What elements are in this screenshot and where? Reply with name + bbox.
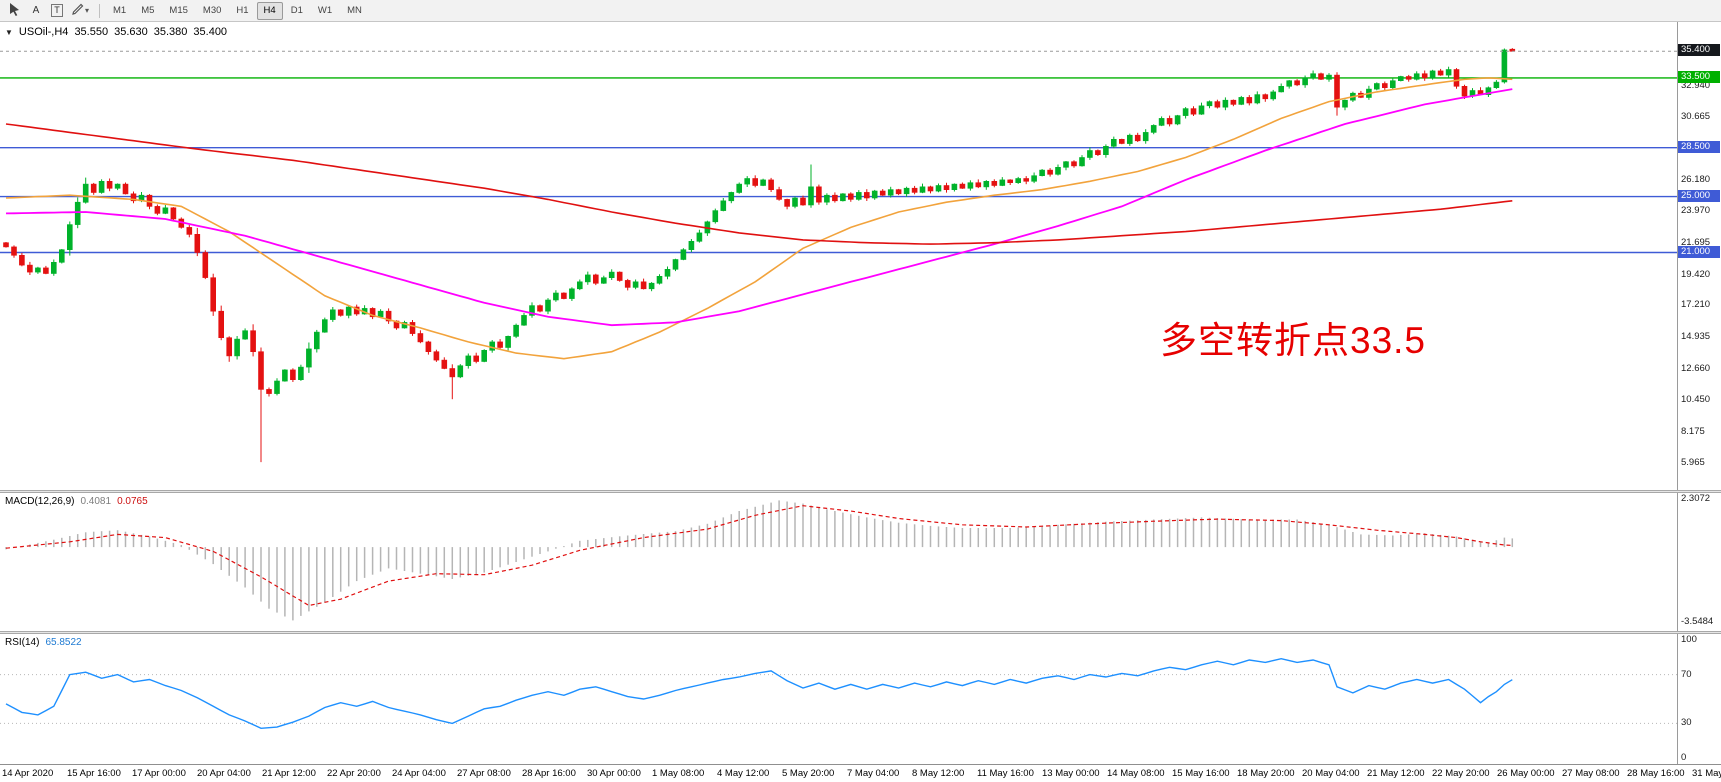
time-axis-label: 7 May 04:00 [847,768,900,779]
time-axis-label: 20 Apr 04:00 [197,768,251,779]
price-badge: 25.000 [1678,190,1720,202]
rsi-scale-label: 100 [1681,634,1697,645]
draw-tools-dropdown[interactable]: ▾ [68,2,93,20]
pointer-icon [8,2,21,19]
quote-high: 35.630 [114,26,148,38]
time-axis-label: 28 Apr 16:00 [522,768,576,779]
macd-chart-canvas[interactable] [0,493,1677,631]
text-t-icon: T [51,4,63,17]
chart-annotation-text: 多空转折点33.5 [1160,320,1427,361]
panel-splitter[interactable] [0,631,1721,634]
price-tick-label: 14.935 [1681,331,1711,342]
timeframe-button-d1[interactable]: D1 [284,2,310,20]
timeframe-button-w1[interactable]: W1 [311,2,339,20]
price-tick-label: 8.175 [1681,426,1705,437]
timeframe-button-h1[interactable]: H1 [229,2,255,20]
rsi-scale-label: 70 [1681,669,1692,680]
rsi-label: RSI(14) 65.8522 [5,637,82,648]
timeframe-button-h4[interactable]: H4 [256,1,283,20]
chart-header: ▼ USOil-,H4 35.550 35.630 35.380 35.400 [5,26,227,38]
panel-splitter[interactable] [0,490,1721,493]
price-tick-label: 26.180 [1681,174,1711,185]
time-axis-label: 13 May 00:00 [1042,768,1100,779]
macd-scale[interactable]: 2.3072 -3.5484 [1677,493,1721,631]
price-badge: 28.500 [1678,141,1720,153]
time-axis-label: 27 May 08:00 [1562,768,1620,779]
price-tick-label: 23.970 [1681,205,1711,216]
text-label-tool-button[interactable]: T [47,2,67,20]
time-axis-label: 26 May 00:00 [1497,768,1555,779]
time-axis-label: 17 Apr 00:00 [132,768,186,779]
time-axis-label: 4 May 12:00 [717,768,770,779]
macd-panel: 2.3072 -3.5484 MACD(12,26,9) 0.4081 0.076… [0,493,1721,631]
time-axis-label: 30 Apr 00:00 [587,768,641,779]
main-price-scale[interactable]: 32.940 30.665 26.180 23.970 21.695 19.420 17.2… [1677,22,1721,490]
macd-signal-value: 0.0765 [117,496,148,507]
price-tick-label: 12.660 [1681,363,1711,374]
time-axis-label: 15 Apr 16:00 [67,768,121,779]
toolbar-separator [99,3,101,18]
rsi-scale-label: 0 [1681,752,1687,763]
main-chart-canvas[interactable] [0,22,1677,490]
macd-scale-label: 2.3072 [1681,493,1711,504]
price-tick-label: 5.965 [1681,457,1705,468]
toolbar: A T ▾ M1 M5 M15 M30 H1 H4 D1 W1 MN [0,0,1721,22]
chevron-down-icon: ▾ [85,6,90,15]
price-badge: 35.400 [1678,44,1720,56]
rsi-scale-label: 30 [1681,717,1692,728]
timeframe-button-m15[interactable]: M15 [162,2,194,20]
macd-main-value: 0.4081 [80,496,112,507]
time-axis-label: 5 May 20:00 [782,768,835,779]
rsi-name: RSI(14) [5,637,40,648]
time-axis-label: 22 Apr 20:00 [327,768,381,779]
timeframe-button-m1[interactable]: M1 [106,2,133,20]
time-axis-label: 15 May 16:00 [1172,768,1230,779]
macd-scale-label: -3.5484 [1681,616,1714,627]
quote-open: 35.550 [74,26,109,38]
price-tick-label: 10.450 [1681,394,1711,405]
time-axis-label: 27 Apr 08:00 [457,768,511,779]
time-axis-label: 28 May 16:00 [1627,768,1685,779]
time-axis-label: 20 May 04:00 [1302,768,1360,779]
text-tool-button[interactable]: A [26,2,46,20]
price-tick-label: 19.420 [1681,269,1711,280]
time-axis-label: 24 Apr 04:00 [392,768,446,779]
price-tick-label: 21.695 [1681,237,1711,248]
chart-symbol-timeframe: USOil-,H4 [18,26,69,38]
timeframe-button-m30[interactable]: M30 [196,2,228,20]
price-tick-label: 17.210 [1681,299,1711,310]
time-axis-label: 8 May 12:00 [912,768,965,779]
time-axis-label: 22 May 20:00 [1432,768,1490,779]
price-badge: 33.500 [1678,71,1720,83]
rsi-value: 65.8522 [45,637,82,648]
quote-low: 35.380 [153,26,188,38]
macd-name: MACD(12,26,9) [5,496,75,507]
time-axis-label: 14 Apr 2020 [2,768,54,779]
quote-close: 35.400 [193,26,228,38]
time-axis-label: 1 May 08:00 [652,768,705,779]
macd-label: MACD(12,26,9) 0.4081 0.0765 [5,496,148,507]
timeframe-button-m5[interactable]: M5 [134,2,161,20]
time-axis-label: 21 May 12:00 [1367,768,1425,779]
rsi-chart-canvas[interactable] [0,634,1677,764]
price-tick-label: 30.665 [1681,111,1711,122]
time-axis-label: 31 May 23 [1692,768,1721,779]
time-axis-label: 11 May 16:00 [977,768,1034,779]
rsi-scale[interactable]: 100 70 30 0 [1677,634,1721,764]
chart-menu-icon[interactable]: ▼ [5,27,13,37]
text-a-icon: A [32,5,40,16]
timeframe-button-mn[interactable]: MN [340,2,369,20]
time-axis-label: 18 May 20:00 [1237,768,1295,779]
time-axis-label: 21 Apr 12:00 [262,768,316,779]
price-badge: 21.000 [1678,246,1720,258]
price-tick-label: 32.940 [1681,80,1711,91]
rsi-panel: 100 70 30 0 RSI(14) 65.8522 [0,634,1721,764]
pencil-icon [72,3,84,18]
time-axis-label: 14 May 08:00 [1107,768,1165,779]
main-chart-panel: 32.940 30.665 26.180 23.970 21.695 19.420 17.2… [0,22,1721,490]
pointer-tool-button[interactable] [4,2,25,20]
time-axis[interactable]: 14 Apr 2020 15 Apr 16:00 17 Apr 00:00 20 Ap… [0,764,1721,782]
